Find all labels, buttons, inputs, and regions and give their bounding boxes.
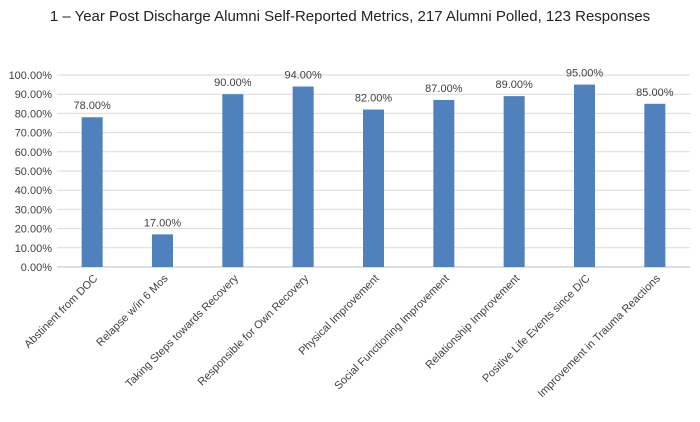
bar xyxy=(574,84,595,267)
x-tick-label: Taking Steps towards Recovery xyxy=(124,272,242,390)
data-label: 17.00% xyxy=(144,217,182,229)
x-tick-label: Relapse w/in 6 Mos xyxy=(94,272,171,349)
y-tick-label: 0.00% xyxy=(21,262,52,274)
x-tick-label: Social Functioning Improvement xyxy=(332,273,452,393)
data-label: 87.00% xyxy=(425,83,463,95)
bar xyxy=(81,117,103,268)
x-tick-label: Improvement in Trauma Reactions xyxy=(536,272,664,400)
data-label: 82.00% xyxy=(355,93,393,105)
bar xyxy=(433,99,455,268)
data-label: 95.00% xyxy=(566,68,604,80)
y-tick-label: 70.00% xyxy=(15,128,53,140)
bar xyxy=(222,94,244,267)
data-label: 89.00% xyxy=(496,79,534,91)
y-tick-label: 90.00% xyxy=(15,89,53,101)
y-tick-label: 80.00% xyxy=(15,108,53,120)
data-label: 85.00% xyxy=(636,87,674,99)
bar xyxy=(503,96,525,268)
bar xyxy=(292,86,314,268)
bar xyxy=(152,234,173,267)
y-tick-label: 100.00% xyxy=(9,70,53,82)
y-tick-label: 50.00% xyxy=(15,166,53,178)
data-label: 94.00% xyxy=(285,70,323,82)
y-tick-label: 20.00% xyxy=(15,224,53,236)
y-tick-label: 10.00% xyxy=(15,243,53,255)
x-tick-label: Physical Improvement xyxy=(297,273,382,358)
bar xyxy=(644,103,666,267)
data-label: 78.00% xyxy=(74,100,112,112)
y-tick-label: 60.00% xyxy=(15,147,53,159)
x-tick-label: Abstinent from DOC xyxy=(22,273,100,351)
chart-title: 1 – Year Post Discharge Alumni Self-Repo… xyxy=(49,8,651,25)
x-tick-label: Responsible for Own Recovery xyxy=(196,272,312,388)
data-label: 90.00% xyxy=(214,77,252,89)
y-tick-label: 30.00% xyxy=(15,204,53,216)
bar xyxy=(363,109,384,267)
y-tick-label: 40.00% xyxy=(15,185,53,197)
